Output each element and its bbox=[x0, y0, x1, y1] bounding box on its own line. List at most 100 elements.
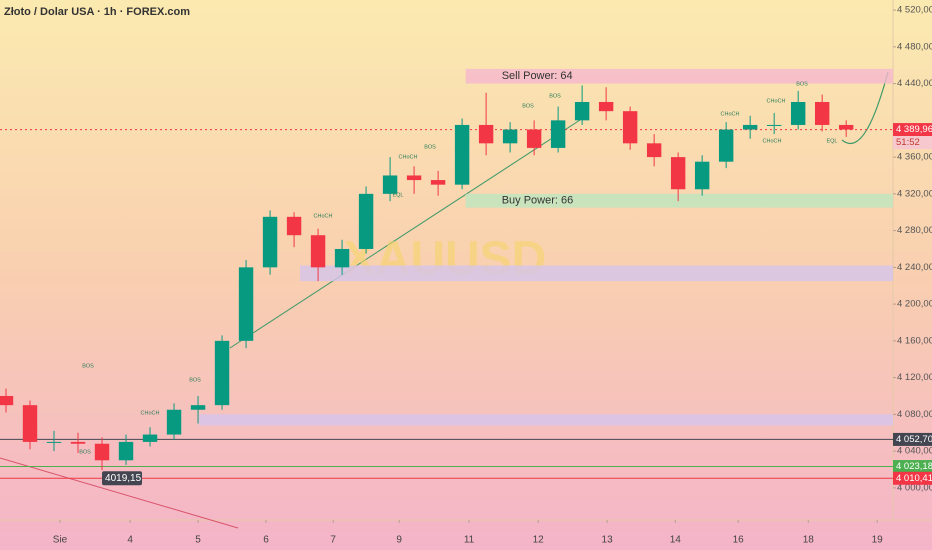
y-tick-label: 4 120,00 bbox=[897, 372, 932, 383]
y-tick-label: 4 040,00 bbox=[897, 446, 932, 457]
y-tick-label: 4 520,00 bbox=[897, 5, 932, 16]
candle-body bbox=[718, 129, 734, 162]
candle-body bbox=[598, 101, 614, 112]
x-tick-label: 6 bbox=[263, 535, 269, 546]
y-tick-label: 4 280,00 bbox=[897, 225, 932, 236]
candle-body bbox=[574, 101, 590, 121]
candle-body bbox=[118, 441, 134, 461]
zone bbox=[465, 193, 893, 208]
price-tag bbox=[893, 471, 932, 485]
annotation: BOS bbox=[79, 449, 91, 455]
x-tick-label: 18 bbox=[803, 535, 815, 546]
x-tick-label: 12 bbox=[533, 535, 545, 546]
annotation: CHoCH bbox=[314, 213, 333, 219]
candle-body bbox=[430, 180, 446, 185]
price-tag-label: 4 389,96 bbox=[896, 124, 932, 135]
candle-body bbox=[0, 395, 14, 406]
candle-body bbox=[454, 124, 470, 185]
low-label: 4019,15 bbox=[105, 473, 142, 484]
y-tick-label: 4 200,00 bbox=[897, 299, 932, 310]
y-tick-label: 4 160,00 bbox=[897, 335, 932, 346]
annotation: CHoCH bbox=[399, 154, 418, 160]
candle-body bbox=[646, 143, 662, 158]
candle-body bbox=[478, 124, 494, 144]
candle-body bbox=[694, 161, 710, 190]
y-tick-label: 4 440,00 bbox=[897, 78, 932, 89]
zone-label: Sell Power: 64 bbox=[502, 70, 573, 82]
candle-body bbox=[790, 101, 806, 125]
trend-line bbox=[229, 119, 581, 349]
x-tick-label: 14 bbox=[670, 535, 682, 546]
annotation: BOS bbox=[82, 363, 94, 369]
annotation: EQL bbox=[392, 192, 403, 198]
low-label-box bbox=[102, 471, 143, 486]
x-tick-label: 19 bbox=[872, 535, 884, 546]
countdown: 51:52 bbox=[896, 137, 920, 148]
annotation: BOS bbox=[189, 377, 201, 383]
candle-body bbox=[190, 405, 206, 410]
annotation: CHoCH bbox=[721, 111, 740, 117]
candle-body bbox=[214, 340, 230, 406]
candle-body bbox=[46, 441, 62, 443]
candle-body bbox=[262, 216, 278, 268]
price-tag bbox=[893, 460, 932, 474]
x-tick-label: 9 bbox=[396, 535, 402, 546]
annotation: BOS bbox=[796, 81, 808, 87]
price-tag bbox=[893, 123, 932, 137]
zone bbox=[199, 414, 893, 426]
candle-body bbox=[814, 101, 830, 125]
candle-body bbox=[406, 175, 422, 181]
y-tick-label: 4 480,00 bbox=[897, 41, 932, 52]
zone-label: Buy Power: 66 bbox=[502, 195, 574, 207]
candle-body bbox=[358, 193, 374, 249]
candle-body bbox=[70, 441, 86, 444]
zone bbox=[465, 68, 893, 84]
candle-body bbox=[310, 235, 326, 268]
price-tag-label: 4 010,41 bbox=[896, 473, 932, 484]
candle-body bbox=[742, 124, 758, 130]
candle-body bbox=[238, 267, 254, 341]
y-tick-label: 4 240,00 bbox=[897, 262, 932, 273]
candle-body bbox=[382, 175, 398, 194]
candle-body bbox=[838, 124, 854, 130]
x-tick-label: 13 bbox=[602, 535, 614, 546]
y-tick-label: 4 000,00 bbox=[897, 482, 932, 493]
candle-body bbox=[502, 129, 518, 144]
candle-body bbox=[94, 443, 110, 461]
y-tick-label: 4 360,00 bbox=[897, 152, 932, 163]
y-tick-label: 4 080,00 bbox=[897, 409, 932, 420]
annotation: BOS bbox=[549, 93, 561, 99]
x-tick-label: Sie bbox=[53, 535, 68, 546]
annotation: EQL bbox=[826, 138, 837, 144]
annotation: BOS bbox=[424, 144, 436, 150]
trend-line bbox=[0, 457, 239, 529]
price-tag bbox=[893, 432, 932, 446]
annotation: CHoCH bbox=[767, 98, 786, 104]
candle-body bbox=[766, 124, 782, 126]
candle-body bbox=[286, 216, 302, 236]
x-tick-label: 16 bbox=[733, 535, 745, 546]
zone bbox=[300, 265, 893, 282]
x-tick-label: 11 bbox=[464, 535, 475, 546]
annotation: BOS bbox=[522, 103, 534, 109]
x-tick-label: 4 bbox=[127, 535, 133, 546]
price-tag-label: 4 023,18 bbox=[896, 461, 932, 472]
candle-body bbox=[550, 120, 566, 148]
price-tag-label: 4 052,70 bbox=[896, 434, 932, 445]
y-tick-label: 4 320,00 bbox=[897, 188, 932, 199]
candle-body bbox=[526, 129, 542, 148]
x-tick-label: 7 bbox=[330, 535, 336, 546]
candle-body bbox=[622, 111, 638, 144]
countdown-box bbox=[893, 136, 932, 150]
candle-body bbox=[334, 248, 350, 268]
candle-body bbox=[142, 434, 158, 442]
annotation: CHoCH bbox=[763, 138, 782, 144]
candle-body bbox=[166, 409, 182, 435]
chart-title: Złoto / Dolar USA · 1h · FOREX.com bbox=[4, 6, 190, 18]
annotation: CHoCH bbox=[141, 410, 160, 416]
candle-body bbox=[670, 157, 686, 190]
candle-body bbox=[22, 405, 38, 442]
x-tick-label: 5 bbox=[195, 535, 201, 546]
